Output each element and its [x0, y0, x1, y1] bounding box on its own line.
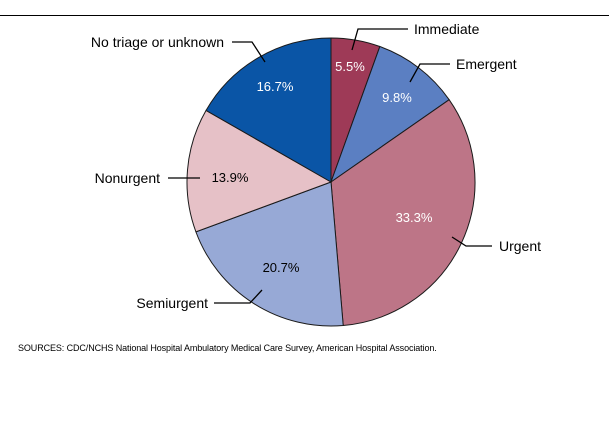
callout-line: [232, 41, 266, 63]
percent-label: 5.5%: [335, 59, 365, 74]
pie-chart: 5.5% 9.8% 33.3% 20.7% 13.9% 16.7% Immediate Em…: [91, 21, 541, 327]
percent-label: 33.3%: [396, 210, 433, 225]
percent-label: 20.7%: [263, 260, 300, 275]
callout-line: [409, 63, 450, 83]
pie-slice-semiurgent: [195, 181, 344, 327]
callout-line: [451, 236, 492, 247]
callout-line: [351, 28, 408, 51]
category-label: Semiurgent: [136, 295, 208, 311]
pie-slice-nonurgent: [186, 109, 333, 233]
callout-line: [214, 289, 263, 304]
category-label: Urgent: [499, 238, 541, 254]
category-label: Emergent: [456, 56, 517, 72]
percent-label: 13.9%: [212, 170, 249, 185]
pie-slices: [186, 37, 476, 327]
sources-note: SOURCES: CDC/NCHS National Hospital Ambu…: [18, 343, 437, 353]
percent-labels: 5.5% 9.8% 33.3% 20.7% 13.9% 16.7%: [212, 59, 433, 275]
category-label: No triage or unknown: [91, 34, 224, 50]
category-label: Nonurgent: [95, 170, 160, 186]
percent-label: 9.8%: [382, 90, 412, 105]
percent-label: 16.7%: [257, 79, 294, 94]
top-rule: [0, 15, 609, 16]
pie-slice-no-triage-or-unknown: [205, 37, 332, 183]
callout-labels: Immediate Emergent Urgent Semiurgent Nonurge…: [91, 21, 541, 311]
category-label: Immediate: [414, 21, 480, 37]
